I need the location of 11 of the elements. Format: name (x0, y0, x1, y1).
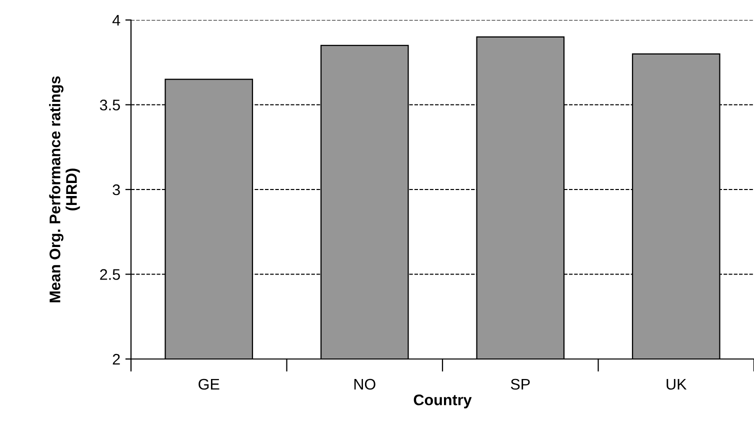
y-axis-title: Mean Org. Performance ratings (HRD) (49, 76, 80, 302)
x-tick-label: NO (354, 378, 376, 390)
y-tick-label: 2.5 (100, 269, 120, 280)
x-tick-label: SP (510, 378, 530, 390)
y-tick-label: 3 (112, 184, 120, 196)
x-axis-title: Country (414, 394, 472, 408)
x-tick-label: GE (198, 378, 220, 390)
y-tick-label: 4 (112, 15, 120, 26)
x-tick-label: UK (666, 379, 687, 390)
y-tick-label: 3.5 (100, 100, 120, 110)
y-tick-label: 2 (112, 354, 120, 365)
